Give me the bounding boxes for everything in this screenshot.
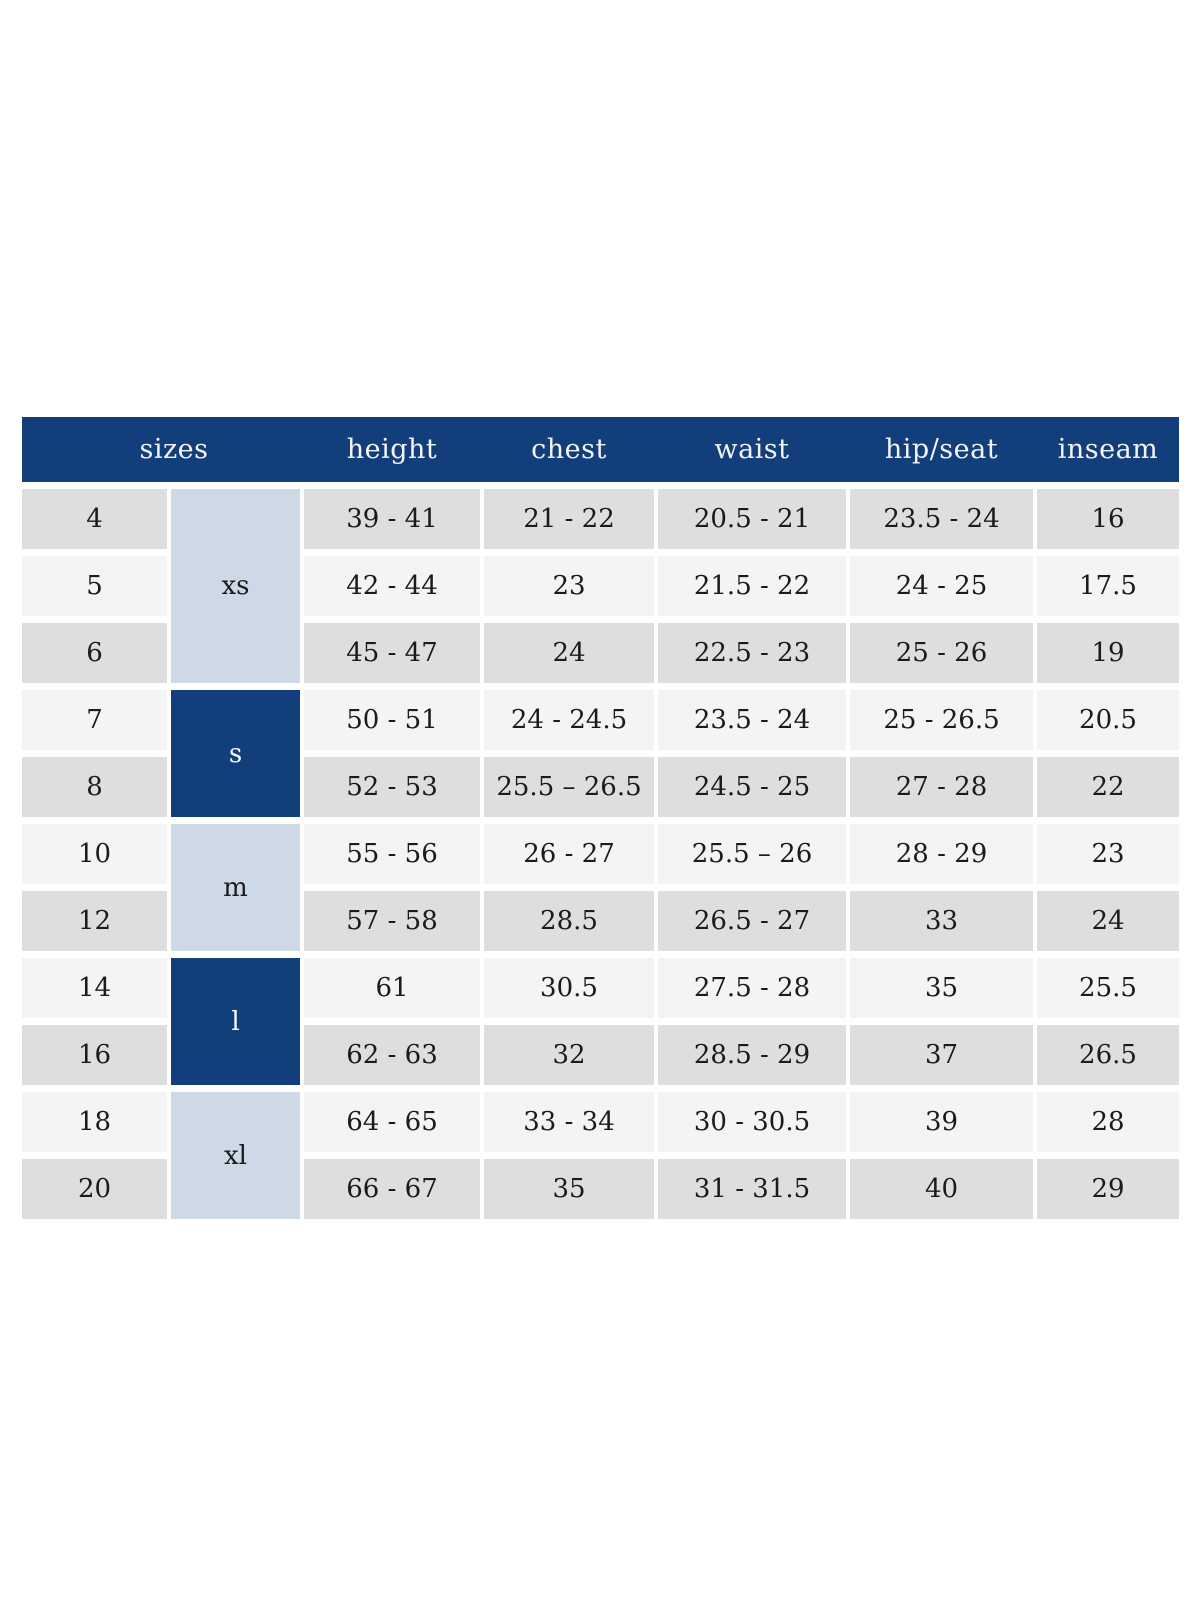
inseam-cell: 22 bbox=[1037, 757, 1179, 817]
column-header-chest: chest bbox=[531, 434, 607, 465]
waist-cell: 27.5 - 28 bbox=[658, 958, 846, 1018]
hip-seat-cell: 24 - 25 bbox=[850, 556, 1033, 616]
inseam-cell: 23 bbox=[1037, 824, 1179, 884]
chest-cell: 30.5 bbox=[484, 958, 654, 1018]
inseam-cell: 29 bbox=[1037, 1159, 1179, 1219]
size-cell: 5 bbox=[22, 556, 167, 616]
inseam-cell: 19 bbox=[1037, 623, 1179, 683]
column-header-sizes: sizes bbox=[139, 434, 209, 465]
hip-seat-cell: 37 bbox=[850, 1025, 1033, 1085]
chest-cell: 33 - 34 bbox=[484, 1092, 654, 1152]
height-cell: 64 - 65 bbox=[304, 1092, 480, 1152]
chest-cell: 24 bbox=[484, 623, 654, 683]
inseam-cell: 16 bbox=[1037, 489, 1179, 549]
waist-cell: 25.5 – 26 bbox=[658, 824, 846, 884]
size-group-l: l bbox=[171, 958, 300, 1085]
height-cell: 66 - 67 bbox=[304, 1159, 480, 1219]
inseam-cell: 17.5 bbox=[1037, 556, 1179, 616]
inseam-cell: 26.5 bbox=[1037, 1025, 1179, 1085]
column-header-hip-seat: hip/seat bbox=[884, 434, 999, 465]
waist-cell: 28.5 - 29 bbox=[658, 1025, 846, 1085]
height-cell: 39 - 41 bbox=[304, 489, 480, 549]
size-cell: 10 bbox=[22, 824, 167, 884]
inseam-cell: 20.5 bbox=[1037, 690, 1179, 750]
height-cell: 62 - 63 bbox=[304, 1025, 480, 1085]
height-cell: 45 - 47 bbox=[304, 623, 480, 683]
waist-cell: 20.5 - 21 bbox=[658, 489, 846, 549]
waist-cell: 23.5 - 24 bbox=[658, 690, 846, 750]
size-cell: 12 bbox=[22, 891, 167, 951]
waist-cell: 31 - 31.5 bbox=[658, 1159, 846, 1219]
waist-cell: 21.5 - 22 bbox=[658, 556, 846, 616]
hip-seat-cell: 27 - 28 bbox=[850, 757, 1033, 817]
hip-seat-cell: 40 bbox=[850, 1159, 1033, 1219]
inseam-cell: 28 bbox=[1037, 1092, 1179, 1152]
column-header-height: height bbox=[346, 434, 438, 465]
hip-seat-cell: 28 - 29 bbox=[850, 824, 1033, 884]
height-cell: 50 - 51 bbox=[304, 690, 480, 750]
size-cell: 4 bbox=[22, 489, 167, 549]
size-group-s: s bbox=[171, 690, 300, 817]
height-cell: 55 - 56 bbox=[304, 824, 480, 884]
waist-cell: 22.5 - 23 bbox=[658, 623, 846, 683]
hip-seat-cell: 25 - 26 bbox=[850, 623, 1033, 683]
chest-cell: 21 - 22 bbox=[484, 489, 654, 549]
size-chart-table: sizes height chest waist hip/seat inseam… bbox=[22, 417, 1179, 1219]
height-cell: 61 bbox=[304, 958, 480, 1018]
size-group-xl: xl bbox=[171, 1092, 300, 1219]
size-group-xs: xs bbox=[171, 489, 300, 683]
size-cell: 14 bbox=[22, 958, 167, 1018]
column-header-inseam: inseam bbox=[1057, 434, 1159, 465]
size-cell: 16 bbox=[22, 1025, 167, 1085]
waist-cell: 24.5 - 25 bbox=[658, 757, 846, 817]
inseam-cell: 25.5 bbox=[1037, 958, 1179, 1018]
chest-cell: 23 bbox=[484, 556, 654, 616]
size-group-m: m bbox=[171, 824, 300, 951]
height-cell: 42 - 44 bbox=[304, 556, 480, 616]
height-cell: 52 - 53 bbox=[304, 757, 480, 817]
chest-cell: 35 bbox=[484, 1159, 654, 1219]
waist-cell: 26.5 - 27 bbox=[658, 891, 846, 951]
height-cell: 57 - 58 bbox=[304, 891, 480, 951]
chest-cell: 24 - 24.5 bbox=[484, 690, 654, 750]
inseam-cell: 24 bbox=[1037, 891, 1179, 951]
hip-seat-cell: 23.5 - 24 bbox=[850, 489, 1033, 549]
chest-cell: 28.5 bbox=[484, 891, 654, 951]
hip-seat-cell: 39 bbox=[850, 1092, 1033, 1152]
column-header-waist: waist bbox=[714, 434, 790, 465]
waist-cell: 30 - 30.5 bbox=[658, 1092, 846, 1152]
hip-seat-cell: 33 bbox=[850, 891, 1033, 951]
hip-seat-cell: 25 - 26.5 bbox=[850, 690, 1033, 750]
size-cell: 7 bbox=[22, 690, 167, 750]
chest-cell: 32 bbox=[484, 1025, 654, 1085]
size-cell: 6 bbox=[22, 623, 167, 683]
hip-seat-cell: 35 bbox=[850, 958, 1033, 1018]
chest-cell: 25.5 – 26.5 bbox=[484, 757, 654, 817]
table-header-row: sizes height chest waist hip/seat inseam bbox=[22, 417, 1179, 482]
size-cell: 20 bbox=[22, 1159, 167, 1219]
size-cell: 8 bbox=[22, 757, 167, 817]
chest-cell: 26 - 27 bbox=[484, 824, 654, 884]
size-cell: 18 bbox=[22, 1092, 167, 1152]
